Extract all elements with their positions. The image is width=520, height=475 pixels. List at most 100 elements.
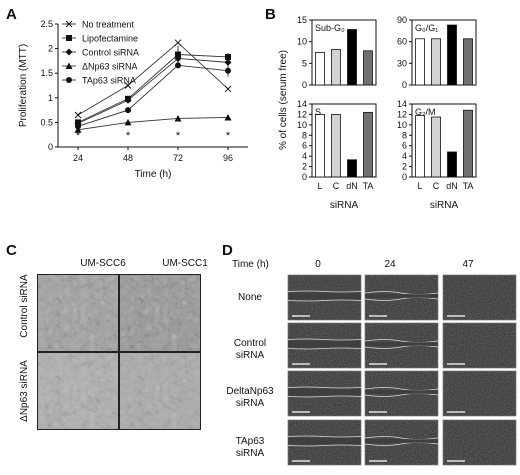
scratch-tile-2-1 <box>364 370 439 417</box>
panel-a-ytick-label: 1.5 <box>40 68 53 78</box>
panel-a-ytick-label: 0 <box>48 142 53 152</box>
scratch-tile-1-0 <box>287 322 362 369</box>
scratch-tile-0-0 <box>287 274 362 321</box>
panel-a-legend-label-0: No treatment <box>82 20 135 30</box>
panel-b-bar-1-3 <box>463 38 473 86</box>
panel-b-ytick-label-3: 2 <box>402 162 407 172</box>
panel-b-subplot-title-0: Sub-G₀ <box>315 23 345 33</box>
panel-a-point-2-3 <box>224 58 232 66</box>
panel-a-legend-marker-1 <box>66 35 72 41</box>
panel-a-legend-label-2: Control siRNA <box>82 48 139 58</box>
panel-d-row-deltanp63: DeltaNp63 siRNA <box>226 386 274 409</box>
panel-b-ytick-label-2: 8 <box>302 130 307 140</box>
panel-a-point-0-3 <box>224 85 232 93</box>
micrograph-c-dnp63-scc1 <box>119 352 201 430</box>
panel-a-x-label: Time (h) <box>135 169 172 180</box>
panel-a-asterisk-3: * <box>226 130 231 142</box>
panel-b-bar-1-1 <box>431 38 441 86</box>
panel-a-point-4-0 <box>75 123 81 130</box>
scratch-tile-1-2 <box>442 322 517 369</box>
panel-b-ytick-label-1: 30 <box>397 58 407 68</box>
panel-a-ytick-label: 0.5 <box>40 117 53 127</box>
panel-a-xtick-label: 48 <box>123 153 133 163</box>
panel-b-x-label-left: siRNA <box>330 200 359 211</box>
panel-a-legend-marker-4 <box>66 77 72 83</box>
panel-b-ytick-label-2: 4 <box>302 151 307 161</box>
panel-b-bar-1-2 <box>447 24 457 86</box>
panel-d-time-label: Time (h) <box>232 259 269 270</box>
panel-d-row-none: None <box>238 292 262 303</box>
panel-b-bar-2-1 <box>331 114 341 178</box>
panel-a-series-line-1 <box>77 54 229 123</box>
panel-a-xtick-label: 96 <box>223 153 233 163</box>
panel-b-bar-3-2 <box>447 151 457 178</box>
panel-b-ytick-label-3: 4 <box>402 151 407 161</box>
panel-d-time-24: 24 <box>384 259 396 270</box>
scratch-tile-3-1 <box>364 419 439 466</box>
scratch-tile-2-0 <box>287 370 362 417</box>
panel-a-y-label: Proliferation (MTT) <box>18 44 29 127</box>
panel-b-frame-0 <box>311 19 377 86</box>
panel-a-legend-marker-2 <box>65 48 73 56</box>
panel-b-ytick-label-2: 10 <box>297 120 307 130</box>
panel-a-legend-label-3: ΔNp63 siRNA <box>82 62 138 72</box>
panel-b-ytick-label-1: 90 <box>397 15 407 25</box>
panel-b-bar-2-0 <box>315 114 325 178</box>
panel-b-ytick-label-2: 14 <box>297 99 307 109</box>
panel-a-series-line-2 <box>77 57 229 124</box>
panel-b-subplot-title-1: G₀/G₁ <box>415 23 438 33</box>
panel-b-frame-2 <box>311 103 377 178</box>
panel-b-subplot-title-2: S <box>315 107 321 117</box>
panel-d-row-control: Control siRNA <box>233 338 267 361</box>
panel-label-b: B <box>265 6 276 23</box>
panel-label-a: A <box>6 6 17 23</box>
panel-b-category-label-3-2: dN <box>446 181 458 191</box>
panel-b-category-label-3-1: C <box>433 181 440 191</box>
panel-a-point-2-1 <box>124 96 132 104</box>
scratch-tile-0-2 <box>442 274 517 321</box>
panel-a-asterisk-2: * <box>176 130 181 142</box>
scratch-tile-0-1 <box>364 274 439 321</box>
panel-a-legend-label-4: TAp63 siRNA <box>82 76 136 86</box>
panel-a-legend-label-1: Lipofectamine <box>82 34 138 44</box>
panel-b-frame-3 <box>411 103 477 178</box>
panel-b-bar-2-2 <box>347 159 357 178</box>
panel-a-ytick-label: 2.5 <box>40 19 53 29</box>
panel-b-ytick-label-2: 12 <box>297 109 307 119</box>
panel-a-legend-marker-0 <box>65 20 73 28</box>
panel-b-bar-3-1 <box>431 116 441 178</box>
panel-b-ytick-label-2: 6 <box>302 141 307 151</box>
panel-b-category-label-2-1: C <box>333 181 340 191</box>
panel-b-ytick-label-0: 10 <box>297 37 307 47</box>
panel-a-point-3-2 <box>174 114 182 122</box>
panel-a-series-line-3 <box>77 117 229 131</box>
panel-b-ytick-label-3: 8 <box>402 130 407 140</box>
panel-b-bar-0-2 <box>347 29 357 86</box>
panel-b-category-label-3-3: TA <box>463 181 474 191</box>
panel-b-ytick-label-0: 0 <box>302 80 307 90</box>
panel-b-ytick-label-2: 2 <box>302 162 307 172</box>
panel-b-bar-0-0 <box>315 52 325 86</box>
panel-a-ytick-label: 1 <box>48 93 53 103</box>
panel-b-category-label-2-3: TA <box>363 181 374 191</box>
scratch-tile-3-2 <box>442 419 517 466</box>
panel-b-bar-3-0 <box>415 115 425 178</box>
panel-a-point-3-0 <box>74 126 82 133</box>
panel-b-bar-0-1 <box>331 49 341 86</box>
panel-d-time-47: 47 <box>462 259 474 270</box>
panel-b-category-label-2-2: dN <box>346 181 358 191</box>
panel-a-ytick-label: 2 <box>48 44 53 54</box>
panel-b-x-label-right: siRNA <box>430 200 459 211</box>
panel-label-c: C <box>6 242 17 259</box>
panel-b-subplot-title-3: G₂/M <box>415 107 436 117</box>
micrograph-c-control-scc1 <box>119 274 201 352</box>
scratch-tile-2-2 <box>442 370 517 417</box>
micrograph-c-dnp63-scc6 <box>37 352 119 430</box>
panel-a-xtick-label: 72 <box>173 153 183 163</box>
panel-b-y-label: % of cells (serum free) <box>278 50 289 150</box>
panel-a-series-line-4 <box>77 64 229 127</box>
panel-a-point-3-1 <box>124 118 132 126</box>
panel-a-series-line-0 <box>77 42 229 116</box>
panel-b-bar-1-0 <box>415 38 425 86</box>
panel-b-category-label-3-0: L <box>417 181 422 191</box>
